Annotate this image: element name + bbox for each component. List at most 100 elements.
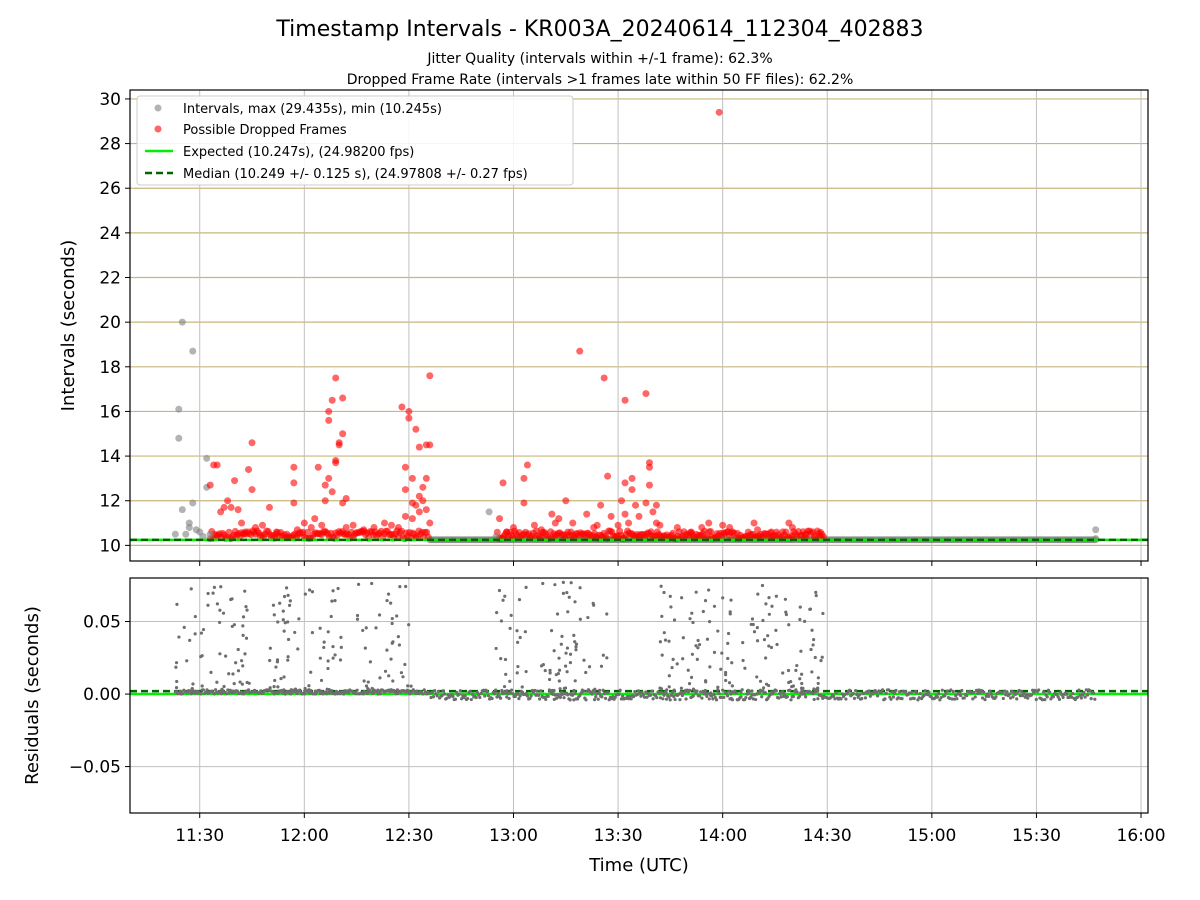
- residual-point: [386, 592, 391, 596]
- residual-point: [635, 693, 639, 697]
- residual-point: [455, 690, 459, 694]
- residual-point: [727, 689, 731, 693]
- intervals-y-tick-label: 24: [99, 224, 121, 244]
- residual-point: [650, 689, 654, 693]
- dropped-frame-point: [593, 521, 601, 529]
- residual-point: [366, 680, 370, 684]
- residual-point: [322, 640, 326, 644]
- residual-point: [359, 691, 363, 695]
- residual-point: [750, 693, 754, 697]
- intervals-y-tick-label: 14: [99, 447, 121, 467]
- residual-point: [755, 639, 760, 643]
- dropped-frame-point: [642, 499, 650, 507]
- residual-point: [383, 669, 388, 673]
- residual-point: [900, 697, 904, 701]
- residual-point: [338, 658, 343, 662]
- dropped-frame-point: [621, 510, 629, 518]
- dropped-frame-point: [426, 519, 434, 527]
- residual-point: [191, 682, 195, 686]
- residual-point: [982, 690, 986, 694]
- residual-point: [777, 696, 781, 700]
- dropped-frame-point: [408, 515, 416, 523]
- residual-point: [565, 670, 569, 674]
- residual-point: [205, 688, 209, 692]
- dropped-frame-point: [412, 425, 420, 433]
- residual-point: [556, 671, 560, 676]
- residual-point: [553, 583, 557, 587]
- residual-point: [268, 686, 272, 690]
- residual-point: [1092, 691, 1096, 695]
- residual-point: [726, 656, 730, 661]
- interval-point: [206, 530, 214, 538]
- residual-point: [288, 599, 292, 603]
- residual-point: [466, 696, 470, 701]
- residual-point: [800, 672, 804, 676]
- residual-point: [606, 691, 610, 695]
- dropped-frame-point: [707, 528, 715, 536]
- residual-point: [1078, 693, 1082, 697]
- residual-point: [678, 691, 683, 695]
- residual-point: [658, 686, 662, 690]
- dropped-frame-point: [238, 519, 246, 527]
- residual-point: [950, 697, 954, 701]
- residual-point: [190, 687, 194, 691]
- residual-point: [730, 684, 734, 688]
- residual-point: [485, 690, 489, 694]
- residual-point: [741, 641, 745, 645]
- residual-point: [710, 694, 714, 698]
- residual-point: [719, 667, 723, 671]
- residual-point: [754, 697, 758, 702]
- residual-point: [689, 675, 694, 680]
- residual-point: [525, 694, 530, 698]
- residual-point: [234, 661, 238, 665]
- residual-point: [231, 689, 235, 693]
- residual-point: [809, 647, 813, 652]
- residual-point: [1015, 697, 1019, 701]
- residual-point: [442, 692, 447, 696]
- residual-point: [409, 684, 413, 688]
- residual-point: [177, 635, 181, 639]
- residual-point: [224, 654, 228, 658]
- residual-point: [212, 692, 217, 696]
- dropped-frame-point: [656, 521, 664, 529]
- residual-point: [535, 689, 539, 693]
- residual-point: [662, 590, 666, 595]
- residual-point: [797, 694, 802, 698]
- residual-point: [854, 689, 858, 693]
- residual-point: [951, 689, 955, 694]
- residual-point: [812, 687, 816, 691]
- residual-point: [716, 688, 720, 692]
- residual-point: [329, 614, 333, 619]
- residual-point: [764, 656, 768, 660]
- residual-point: [811, 692, 815, 696]
- residual-point: [175, 679, 179, 684]
- residual-point: [798, 677, 802, 681]
- residual-point: [816, 686, 820, 690]
- dropped-frame-point: [537, 526, 545, 534]
- residual-point: [224, 692, 229, 696]
- residual-point: [219, 692, 224, 696]
- residual-point: [200, 684, 204, 688]
- residual-point: [569, 692, 573, 696]
- interval-point: [175, 434, 183, 442]
- residual-point: [277, 689, 281, 693]
- residual-point: [365, 691, 369, 695]
- residual-point: [812, 697, 816, 702]
- residual-point: [703, 679, 708, 683]
- residual-point: [595, 692, 599, 696]
- residual-point: [272, 685, 276, 689]
- dropped-frame-point: [325, 407, 333, 415]
- residual-point: [760, 695, 764, 699]
- residual-point: [385, 598, 389, 603]
- residual-point: [286, 655, 290, 659]
- intervals-y-ticks: 10 12 14 16 18 20 22 24 26 28 30: [99, 90, 130, 556]
- residual-point: [752, 693, 756, 697]
- residual-point: [1076, 695, 1080, 699]
- residual-point: [529, 694, 533, 698]
- residual-point: [672, 688, 676, 692]
- residual-point: [496, 692, 500, 696]
- residual-point: [470, 692, 475, 697]
- residual-point: [833, 697, 837, 701]
- residual-point: [582, 658, 586, 662]
- residual-point: [680, 596, 684, 600]
